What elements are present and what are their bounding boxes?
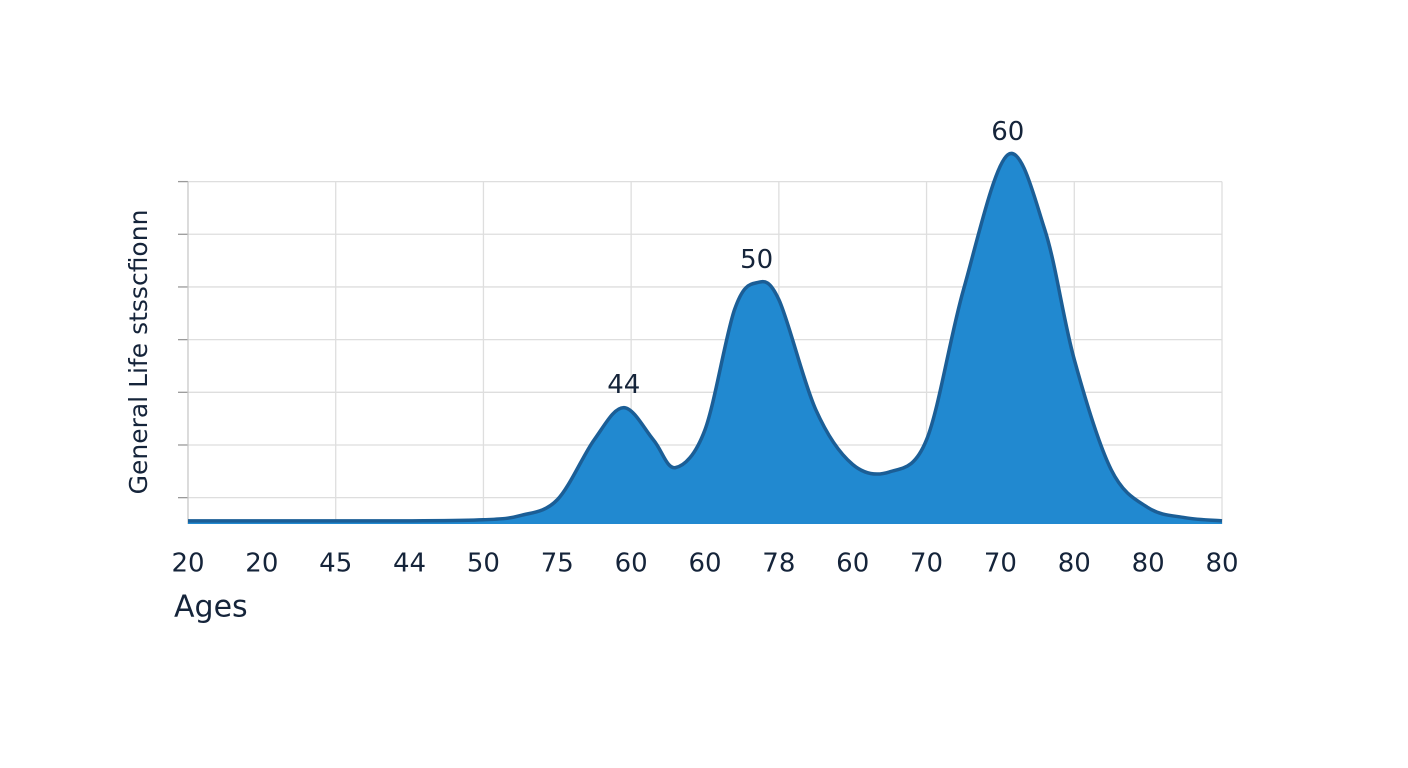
x-tick-label: 75 <box>541 549 574 579</box>
x-tick-label: 45 <box>319 549 352 579</box>
x-tick-label: 60 <box>688 549 721 579</box>
x-tick-label: 80 <box>1132 549 1165 579</box>
x-tick-label: 60 <box>836 549 869 579</box>
x-tick-label: 78 <box>762 549 795 579</box>
x-tick-label: 60 <box>615 549 648 579</box>
y-axis-title: General Life stsscfionn <box>124 210 153 495</box>
x-tick-label: 50 <box>467 549 500 579</box>
x-axis-title: Ages <box>174 590 248 625</box>
x-tick-label: 70 <box>910 549 943 579</box>
x-tick-label: 20 <box>245 549 278 579</box>
x-tick-label: 44 <box>393 549 426 579</box>
area <box>188 153 1222 524</box>
x-tick-label: 20 <box>171 549 204 579</box>
x-tick-label: 80 <box>1205 549 1238 579</box>
area-edge <box>188 151 1223 523</box>
annotation: 44 <box>607 370 640 400</box>
x-tick-label: 70 <box>984 549 1017 579</box>
annotation: 50 <box>740 245 773 275</box>
x-tick-label: 80 <box>1058 549 1091 579</box>
annotation: 60 <box>991 117 1024 147</box>
